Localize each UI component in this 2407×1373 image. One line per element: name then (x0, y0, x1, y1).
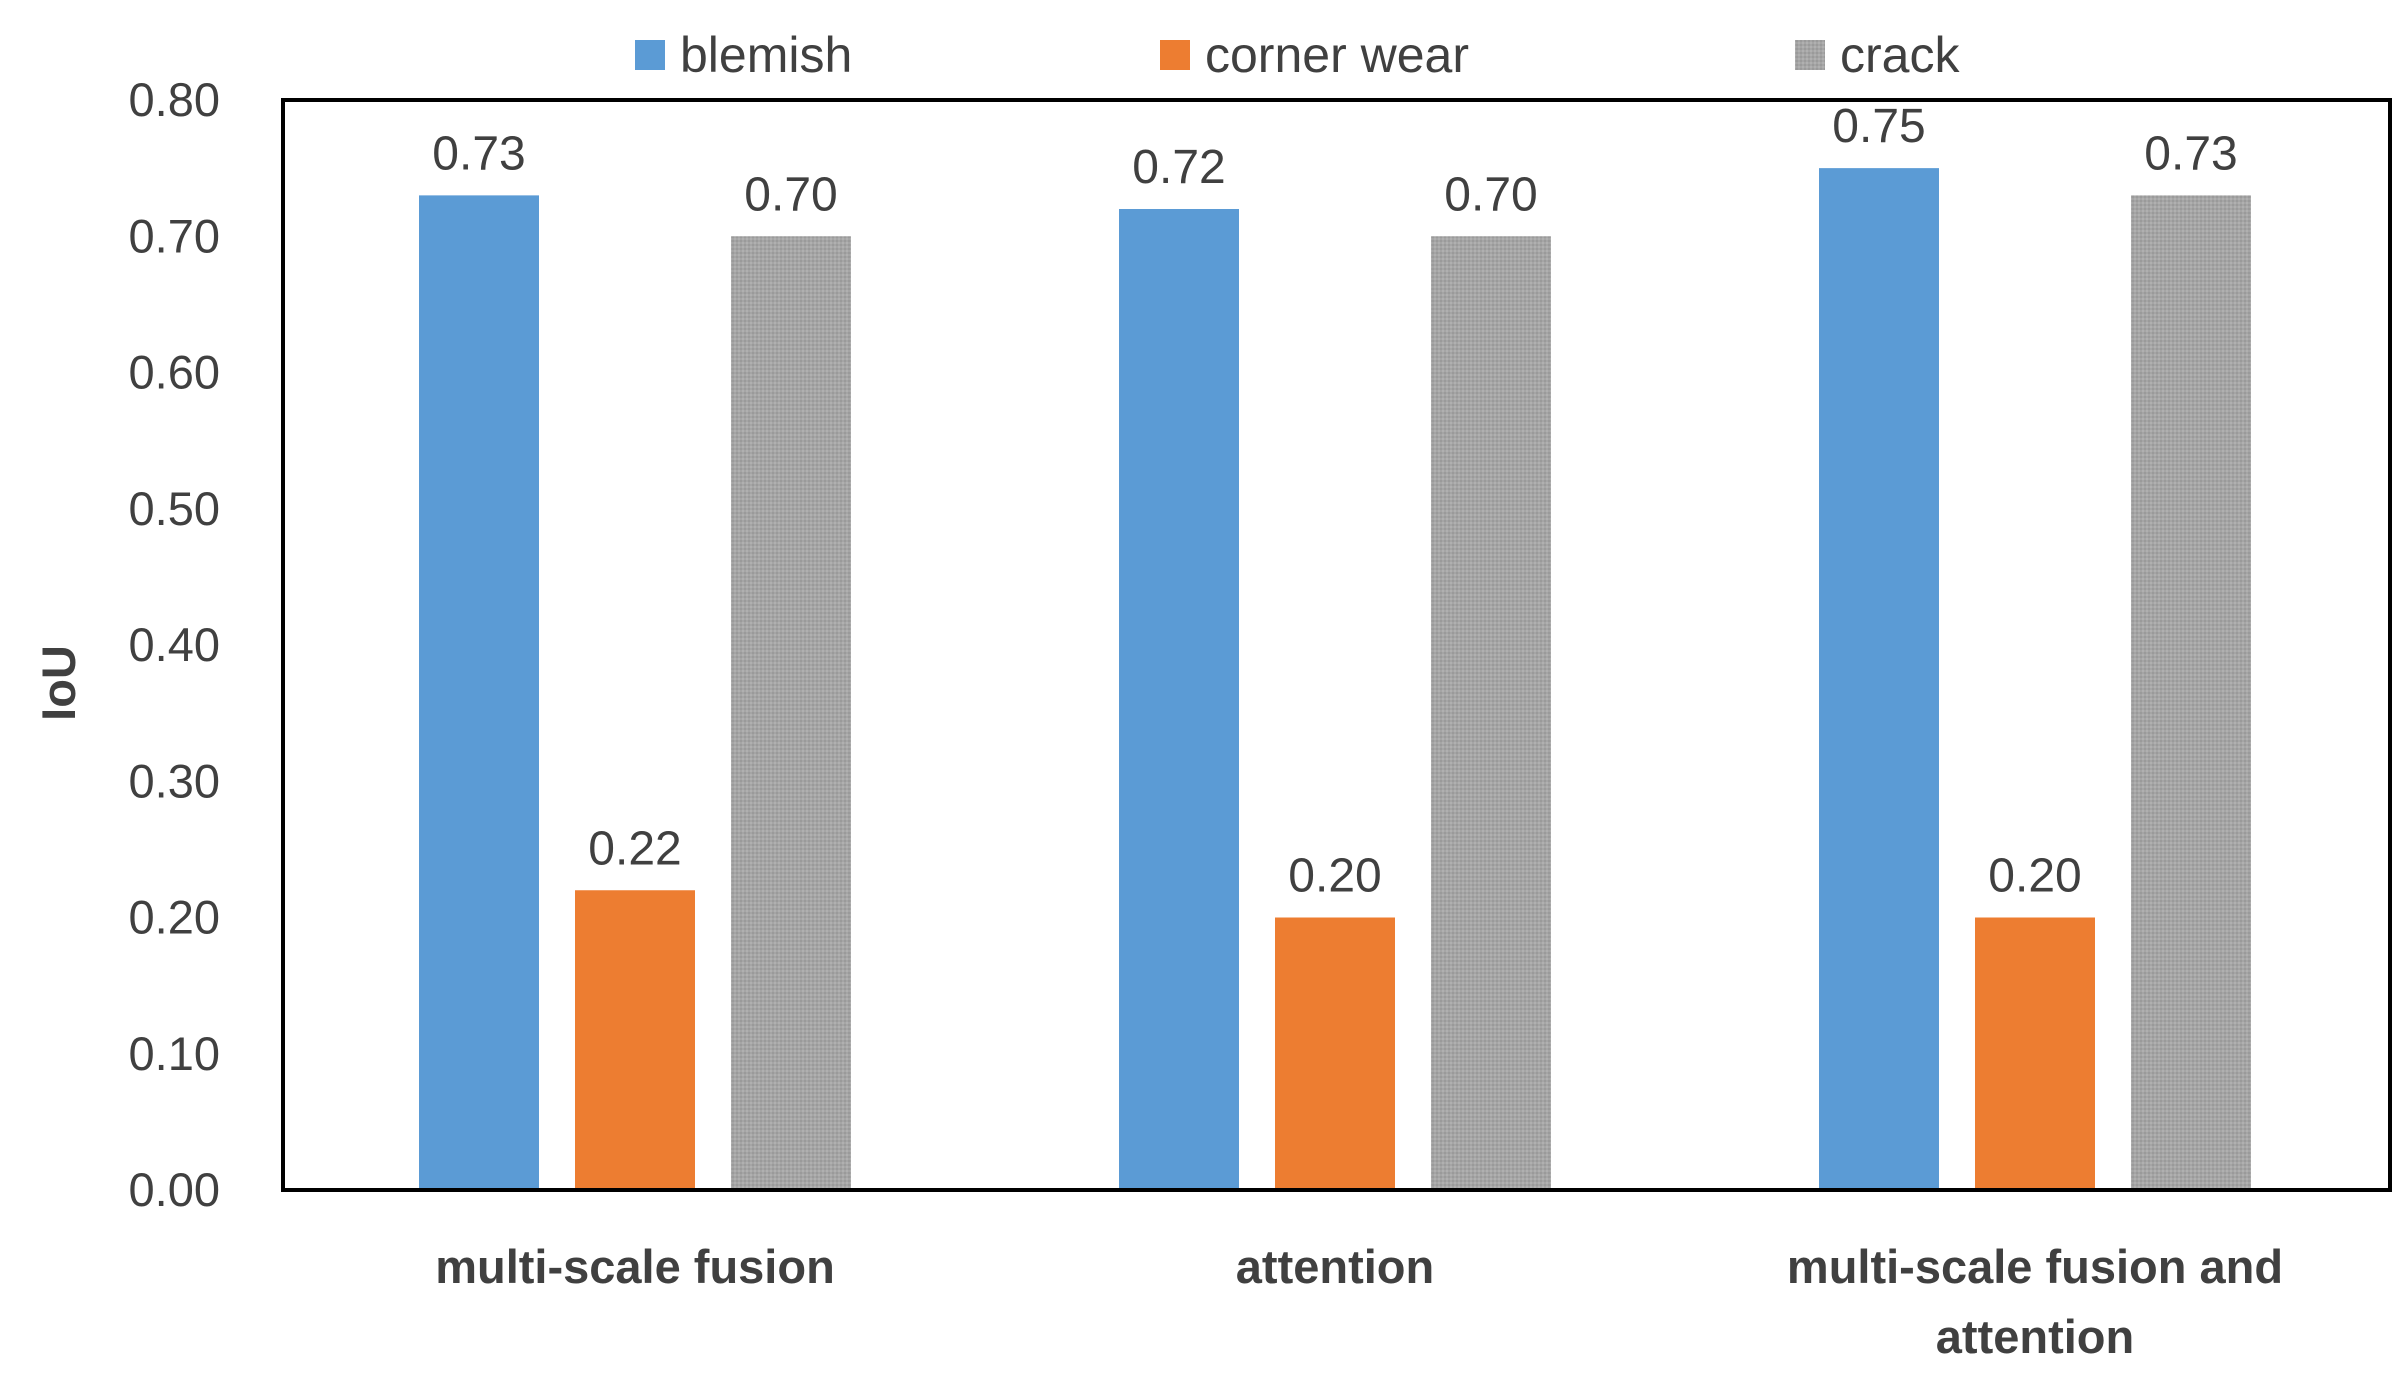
y-tick-label: 0.70 (129, 209, 220, 262)
bar-blemish (1819, 168, 1939, 1190)
bar-corner-wear (1275, 917, 1395, 1190)
x-category-label: attention (1236, 1240, 1434, 1293)
bars (419, 168, 2251, 1190)
y-axis: 0.00 0.10 0.20 0.30 0.40 0.50 0.60 0.70 0.80 IoU (32, 73, 220, 1216)
legend-label: corner wear (1205, 27, 1469, 83)
data-label: 0.22 (588, 822, 681, 875)
bar-blemish (419, 195, 539, 1190)
y-tick-label: 0.00 (129, 1163, 220, 1216)
bar-crack (731, 236, 851, 1190)
legend-swatch-crack (1795, 40, 1825, 70)
data-label: 0.20 (1988, 850, 2081, 903)
y-tick-label: 0.50 (129, 482, 220, 535)
data-label: 0.70 (744, 168, 837, 221)
legend-label: crack (1840, 27, 1960, 83)
y-tick-label: 0.80 (129, 73, 220, 126)
y-tick-label: 0.40 (129, 618, 220, 671)
data-labels: 0.73 0.72 0.75 0.22 0.20 0.20 0.70 0.70 0.73 (432, 100, 2237, 902)
x-category-label: attention (1936, 1310, 2134, 1363)
y-tick-label: 0.60 (129, 346, 220, 399)
legend-swatch-blemish (635, 40, 665, 70)
x-category-label: multi-scale fusion and (1787, 1240, 2283, 1293)
x-category-label: multi-scale fusion (435, 1240, 835, 1293)
data-label: 0.70 (1444, 168, 1537, 221)
data-label: 0.73 (432, 127, 525, 180)
bar-corner-wear (575, 890, 695, 1190)
bar-blemish (1119, 209, 1239, 1190)
legend-label: blemish (680, 27, 852, 83)
bar-crack (2131, 195, 2251, 1190)
data-label: 0.72 (1132, 141, 1225, 194)
data-label: 0.73 (2144, 127, 2237, 180)
y-axis-title: IoU (32, 645, 85, 721)
y-tick-label: 0.20 (129, 891, 220, 944)
legend: blemish corner wear crack (635, 27, 1960, 83)
legend-swatch-corner-wear (1160, 40, 1190, 70)
bar-corner-wear (1975, 917, 2095, 1190)
y-tick-label: 0.30 (129, 754, 220, 807)
plot-area-border (281, 98, 2392, 1192)
data-label: 0.75 (1832, 100, 1925, 153)
data-label: 0.20 (1288, 850, 1381, 903)
x-axis: multi-scale fusion attention multi-scale f… (435, 1240, 2283, 1363)
bar-crack (1431, 236, 1551, 1190)
y-tick-label: 0.10 (129, 1027, 220, 1080)
